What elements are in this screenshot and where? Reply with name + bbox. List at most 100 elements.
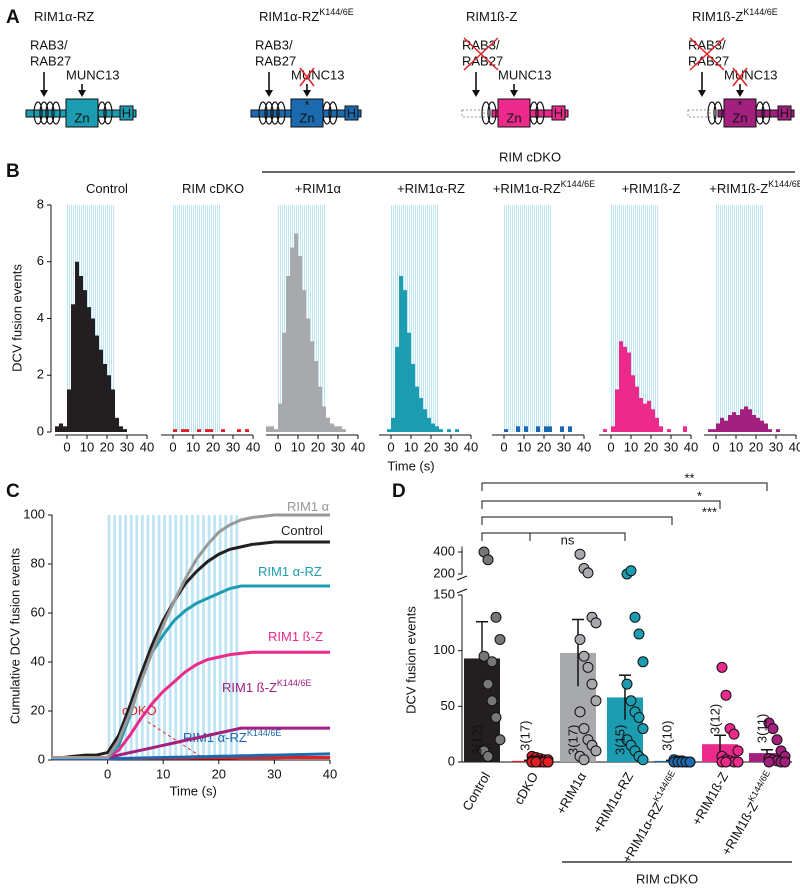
zn-label: Zn [732,110,747,125]
h-domain [777,105,792,121]
coil [258,101,268,125]
arrow-head [265,90,273,97]
hist-title-sup: K144/6E [561,179,596,189]
data-point [720,756,732,768]
stimulus-stripe [201,205,202,432]
hist-bar [544,426,548,432]
series-label-main: RIM1 α [287,499,330,514]
stimulus-stripe [421,205,422,432]
stimulus-stripe [613,205,614,432]
hist-bar [205,429,209,432]
arrow-head [40,90,48,97]
coil [39,101,49,125]
y-tick-label: 20 [31,702,45,717]
stimulus-stripe [532,205,533,432]
stimulus-stripe [118,515,122,760]
stimulus-stripe [534,205,535,432]
hist-bar [639,397,643,432]
series-label-main: RIM1 ß-Z [268,629,323,644]
stimulus-stripe [750,205,751,432]
stimulus-stripe [218,515,222,760]
data-point [716,661,728,673]
hist-bar [651,409,655,432]
stimulus-stripe [322,205,323,432]
x-tick-label: 0 [607,439,614,454]
stimulus-stripe [320,205,321,432]
h-domain [551,105,566,121]
x-tick-label: 40 [323,766,337,781]
arrow-head [698,90,706,97]
x-tick-label: 30 [444,439,458,454]
y-tick-label: 60 [31,604,45,619]
data-point [494,634,506,646]
stimulus-stripe [435,205,436,432]
stimulus-stripe [113,515,116,760]
y-tick-label: 0 [38,751,45,766]
stimulus-stripe [95,205,96,432]
x-axis-label: Time (s) [387,458,434,473]
stimulus-stripe [429,205,430,432]
hist-bar [79,275,83,432]
stimulus-stripe [758,205,759,432]
x-tick-label-main: +RIM1α-RZ [590,770,637,836]
data-point [486,695,498,707]
stimulus-stripe [280,205,281,432]
stimulus-stripe [732,205,733,432]
data-point [684,756,696,768]
data-point [486,656,498,668]
stimulus-stripe [627,205,628,432]
hist-bar [776,429,780,432]
hist-bar [338,426,342,432]
hist-title: +RIM1ß-Z [622,181,681,196]
n-label: 3(10) [659,721,674,751]
arrow-head [736,90,744,97]
stimulus-stripe [643,205,644,432]
x-tick-label: 10 [186,439,200,454]
n-label: 3(12) [469,725,484,755]
y-tick-label: 100 [433,642,455,657]
stimulus-stripe [637,205,638,432]
hist-bar [712,429,716,432]
stimulus-stripe [195,205,196,432]
hist-bar [330,423,334,432]
x-tick-label: 0 [387,439,394,454]
hist-bar [764,423,768,432]
hist-bar [756,417,760,432]
x-tick-label: 30 [664,439,678,454]
stimulus-stripe [625,205,626,432]
x-tick-label: 0 [104,766,111,781]
data-point [482,750,494,762]
construct-title: RIM1ß-Z [466,9,517,24]
rab-label: RAB3/ [688,37,726,52]
data-point [771,734,783,746]
hist-bar [91,318,95,432]
stimulus-stripe [538,205,539,432]
stimulus-stripe [314,205,315,432]
hist-title: Control [86,181,128,196]
stimulus-stripe [629,205,630,432]
y-tick-label: 50 [441,698,455,713]
stimulus-stripe [734,205,735,432]
stimulus-stripe [284,205,285,432]
stimulus-stripe [229,515,233,760]
h-label: H [347,105,356,120]
coil [33,101,43,125]
stimulus-stripe [633,205,634,432]
stimulus-stripe [419,205,420,432]
stimulus-stripe [722,205,723,432]
hist-bar [95,335,99,432]
significance-label: ns [561,532,575,547]
hist-bar [631,375,635,432]
coil [481,101,491,125]
stimulus-stripe [744,205,745,432]
hist-bar [431,423,435,432]
stimulus-stripe [431,205,432,432]
stimulus-stripe [409,205,410,432]
stimulus-stripe [135,515,139,760]
hist-bar [655,417,659,432]
hist-bar [603,429,607,432]
rab-label: RAB3/ [30,37,68,52]
data-point [637,656,649,668]
hist-bar [71,304,75,432]
x-tick-label: 40 [464,439,478,454]
